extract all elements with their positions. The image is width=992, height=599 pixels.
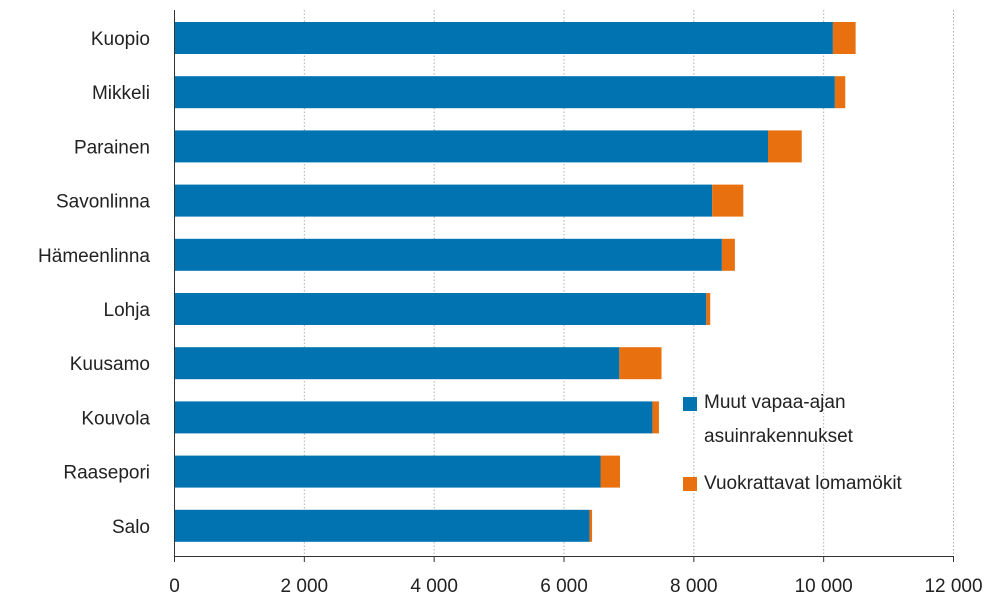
- bar-vuokrattavat-7: [652, 401, 659, 434]
- category-label: Lohja: [104, 300, 151, 321]
- category-label: Parainen: [74, 137, 150, 158]
- x-tick-label: 2 000: [281, 576, 329, 597]
- bar-vuokrattavat-8: [600, 455, 620, 488]
- category-label: Kuopio: [91, 29, 150, 50]
- category-label: Hämeenlinna: [38, 246, 150, 267]
- category-label: Mikkeli: [92, 83, 150, 104]
- bar-muut-8: [174, 455, 601, 488]
- x-tick-label: 10 000: [795, 576, 853, 597]
- bar-vuokrattavat-9: [589, 509, 593, 542]
- bar-muut-9: [174, 509, 590, 542]
- bar-muut-7: [174, 401, 653, 434]
- bar-muut-3: [174, 184, 713, 217]
- x-tick-label: 8 000: [670, 576, 718, 597]
- bar-muut-0: [174, 22, 833, 54]
- legend-label: Vuokrattavat lomamökit: [704, 473, 903, 494]
- x-tick-label: 0: [169, 576, 180, 597]
- legend-label: Muut vapaa-ajan: [704, 392, 846, 413]
- bar-vuokrattavat-1: [834, 76, 846, 109]
- bar-muut-4: [174, 238, 722, 271]
- category-label: Raasepori: [63, 463, 150, 484]
- bar-vuokrattavat-6: [619, 347, 662, 380]
- category-label: Savonlinna: [56, 192, 150, 213]
- legend-swatch-1: [683, 477, 697, 491]
- legend-swatch-0: [683, 397, 697, 411]
- x-tick-label: 4 000: [410, 576, 458, 597]
- category-label: Kuusamo: [70, 354, 150, 375]
- bar-muut-2: [174, 130, 768, 163]
- bar-muut-6: [174, 347, 620, 380]
- bar-muut-1: [174, 76, 835, 109]
- legend-label: asuinrakennukset: [704, 426, 854, 447]
- bar-vuokrattavat-3: [712, 184, 744, 217]
- bar-vuokrattavat-2: [767, 130, 802, 163]
- x-tick-label: 6 000: [540, 576, 588, 597]
- bar-vuokrattavat-5: [706, 293, 711, 325]
- category-label: Kouvola: [81, 408, 150, 429]
- bar-muut-5: [174, 293, 707, 325]
- x-tick-label: 12 000: [924, 576, 982, 597]
- category-label: Salo: [112, 517, 150, 538]
- bar-vuokrattavat-4: [721, 238, 735, 271]
- bar-vuokrattavat-0: [832, 22, 856, 54]
